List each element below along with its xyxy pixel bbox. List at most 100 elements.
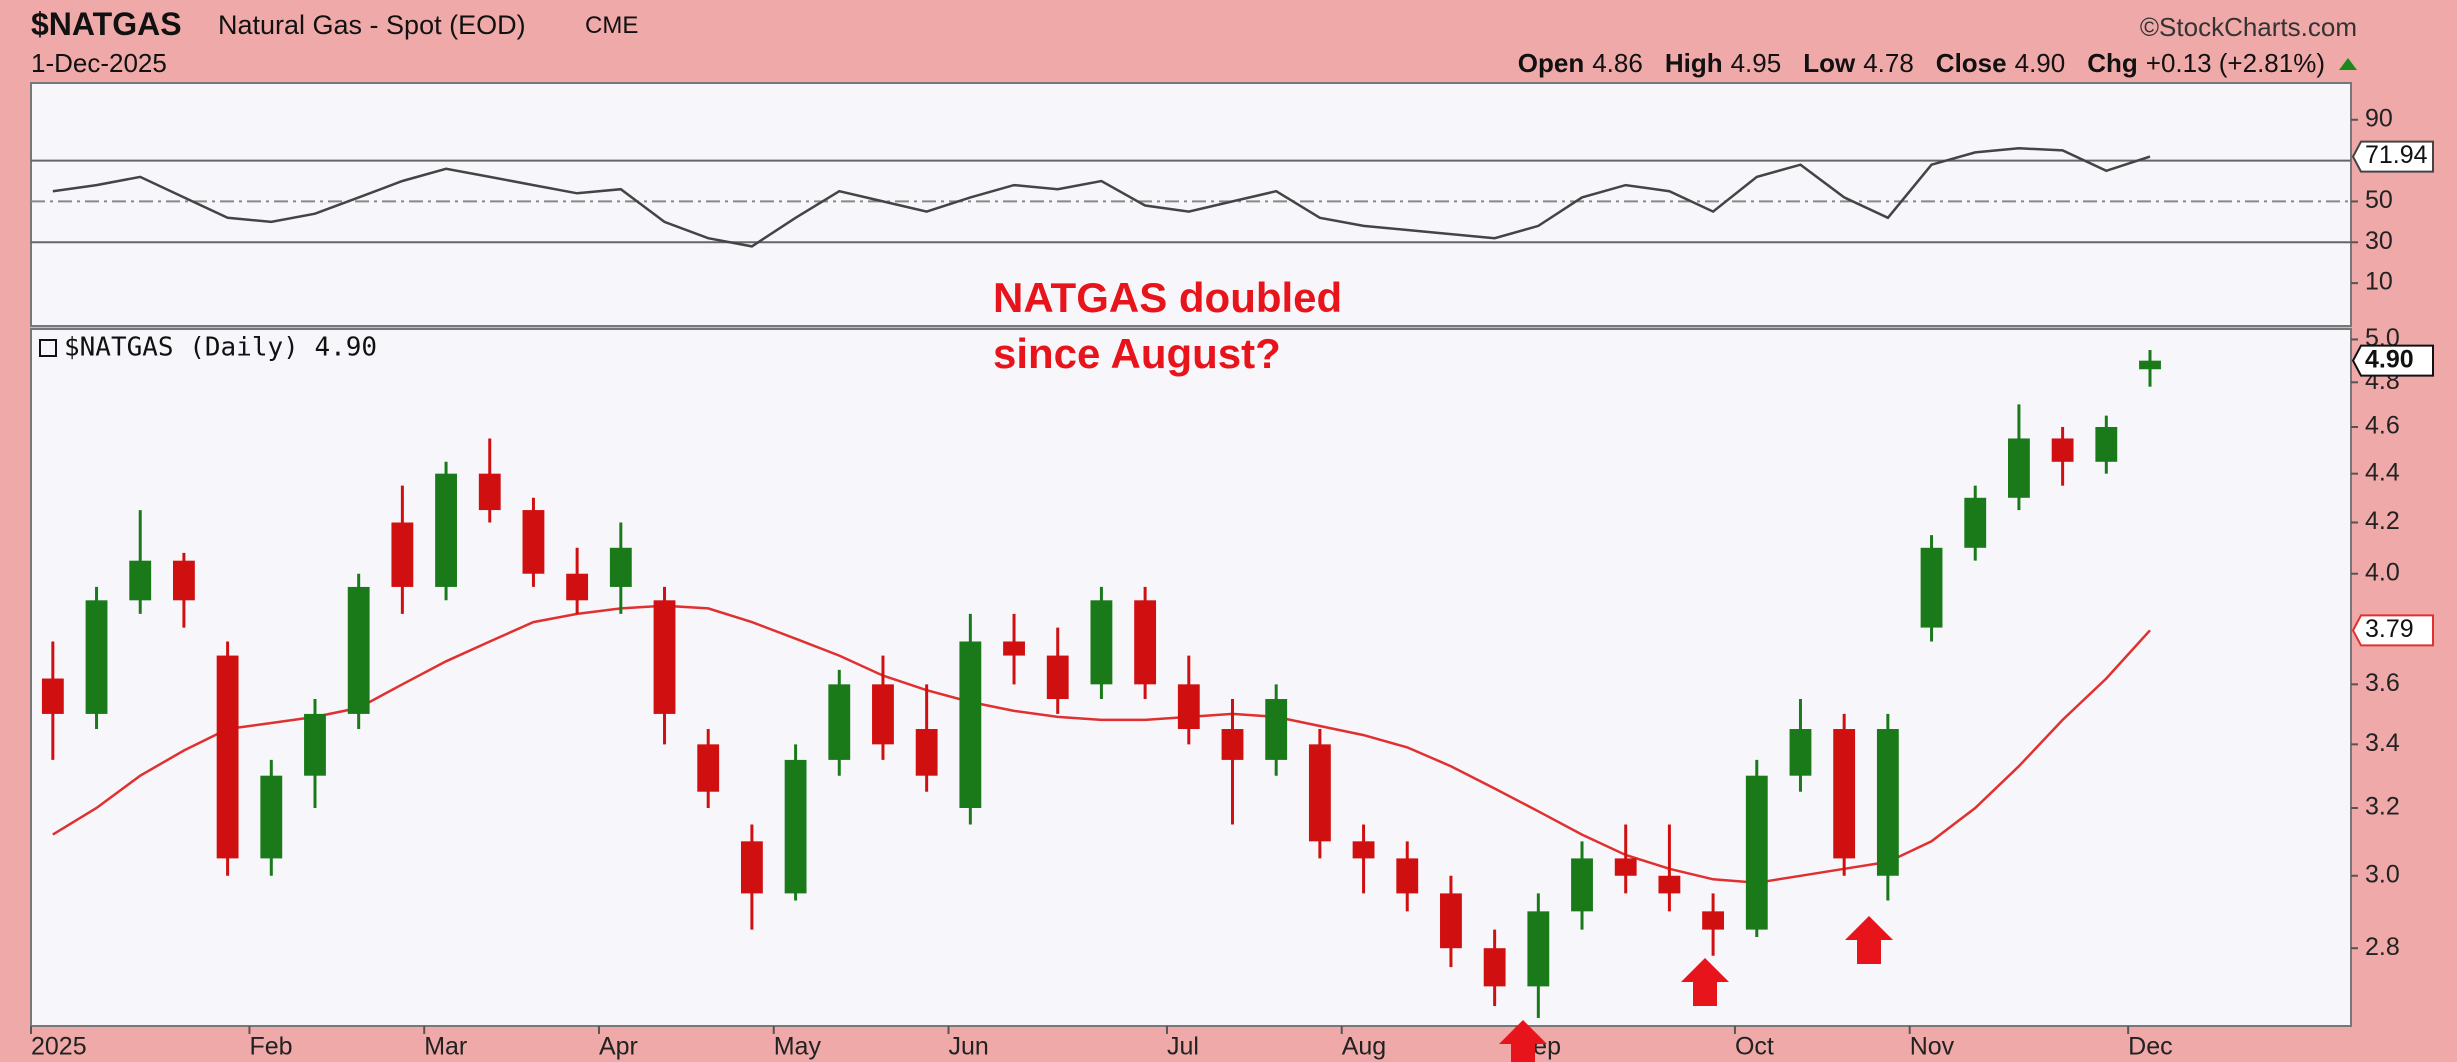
x-tick-label: Apr — [599, 1033, 638, 1061]
candle-body — [1833, 729, 1856, 859]
candle-body — [1527, 911, 1550, 987]
y-tick-label: 4.6 — [2365, 412, 2400, 440]
value-marker — [2351, 140, 2434, 173]
value-marker-label: 71.94 — [2365, 141, 2428, 169]
x-tick-label: Oct — [1735, 1033, 1774, 1061]
x-tick-label: Dec — [2128, 1033, 2172, 1061]
plot-layer: 2.83.03.23.43.64.04.24.44.64.85.01030509… — [30, 104, 2434, 1061]
symbol: $NATGAS — [31, 6, 182, 42]
candle-body — [959, 641, 982, 809]
quote-label: Chg — [2087, 48, 2138, 78]
candle-body — [2008, 438, 2030, 498]
candle-body — [1396, 858, 1419, 894]
candle-body — [1789, 729, 1812, 776]
y-tick-label: 30 — [2365, 227, 2393, 255]
candle-body — [172, 560, 195, 601]
candle-body — [1702, 911, 1725, 930]
rsi-panel — [30, 82, 2352, 327]
value-marker-label: 3.79 — [2365, 615, 2414, 643]
x-tick-label: Jul — [1167, 1033, 1199, 1061]
candle-body — [2051, 438, 2074, 462]
date: 1-Dec-2025 — [31, 48, 167, 78]
candle-body — [1221, 729, 1244, 760]
candle-body — [1571, 858, 1593, 912]
candle-body — [1177, 684, 1200, 730]
candle-body — [740, 841, 763, 894]
x-tick-label: 2025 — [31, 1033, 87, 1061]
quote-value: 4.95 — [1730, 48, 1782, 78]
candle-body — [697, 744, 720, 792]
candle-body — [478, 473, 501, 511]
candle-body — [915, 729, 938, 776]
candle-body — [1134, 600, 1157, 685]
candle-body — [391, 522, 414, 587]
candle-body — [1440, 893, 1462, 949]
candle-body — [1658, 875, 1681, 894]
legend: $NATGAS (Daily) 4.90 — [64, 333, 377, 363]
value-marker-label: 4.90 — [2365, 345, 2414, 373]
candle-body — [828, 684, 851, 760]
y-tick-label: 4.0 — [2365, 558, 2400, 586]
y-tick-label: 4.4 — [2365, 458, 2400, 486]
quote-label: High — [1664, 48, 1723, 78]
quote-label: Close — [1935, 48, 2007, 78]
candle-body — [1352, 841, 1375, 859]
candle-body — [1003, 641, 1025, 656]
arrow — [1845, 916, 1893, 964]
instrument-name: Natural Gas - Spot (EOD) — [218, 10, 526, 40]
candle-body — [1964, 497, 1987, 548]
x-tick-label: Aug — [1342, 1033, 1386, 1061]
annotation: since August? — [993, 330, 1281, 377]
y-tick-label: 50 — [2365, 186, 2393, 214]
candle-body — [1090, 600, 1113, 685]
value-marker — [2351, 614, 2434, 647]
y-tick-label: 10 — [2365, 268, 2393, 296]
candle-body — [784, 759, 807, 894]
annotation: NATGAS doubled — [993, 274, 1342, 321]
candle-body — [304, 713, 326, 776]
candle-body — [1308, 744, 1331, 842]
quote-label: Open — [1517, 48, 1585, 78]
candle-body — [260, 775, 283, 859]
candle-body — [85, 600, 108, 714]
x-tick-label: Feb — [249, 1033, 292, 1061]
legend-icon — [39, 339, 57, 357]
candle-body — [2139, 360, 2161, 370]
candle-body — [2095, 426, 2118, 462]
x-tick-label: Jun — [949, 1033, 989, 1061]
quote-value: 4.78 — [1863, 48, 1914, 78]
arrow — [1681, 958, 1729, 1006]
candle-body — [1483, 948, 1506, 987]
price-panel — [30, 328, 2352, 1027]
candle-body — [1920, 547, 1943, 628]
candle-body — [1046, 655, 1069, 700]
candle-body — [566, 573, 589, 601]
candle-body — [347, 586, 370, 714]
candle-body — [653, 600, 676, 714]
candle-body — [216, 655, 239, 859]
credit: ©StockCharts.com — [2139, 12, 2357, 42]
value-marker — [2351, 344, 2434, 377]
up-indicator — [2339, 57, 2357, 70]
y-tick-label: 3.2 — [2365, 793, 2400, 821]
y-tick-label: 3.4 — [2365, 729, 2400, 757]
y-tick-label: 90 — [2365, 104, 2393, 132]
candle-body — [129, 560, 152, 601]
exchange: CME — [585, 12, 639, 39]
candle-body — [1614, 858, 1637, 876]
candle-body — [435, 473, 457, 587]
x-tick-label: May — [774, 1033, 822, 1061]
quote-value: 4.90 — [2014, 48, 2066, 78]
quote-value: +0.13 (+2.81%) — [2145, 48, 2325, 78]
quote-value: 4.86 — [1592, 48, 1643, 78]
candle-body — [1745, 775, 1768, 930]
candle-body — [872, 684, 894, 745]
y-tick-label: 4.2 — [2365, 507, 2400, 535]
arrow — [1499, 1020, 1547, 1062]
candle-body — [41, 678, 64, 714]
quote-label: Low — [1803, 48, 1856, 78]
y-tick-label: 3.6 — [2365, 669, 2400, 697]
moving-average — [52, 604, 2151, 885]
